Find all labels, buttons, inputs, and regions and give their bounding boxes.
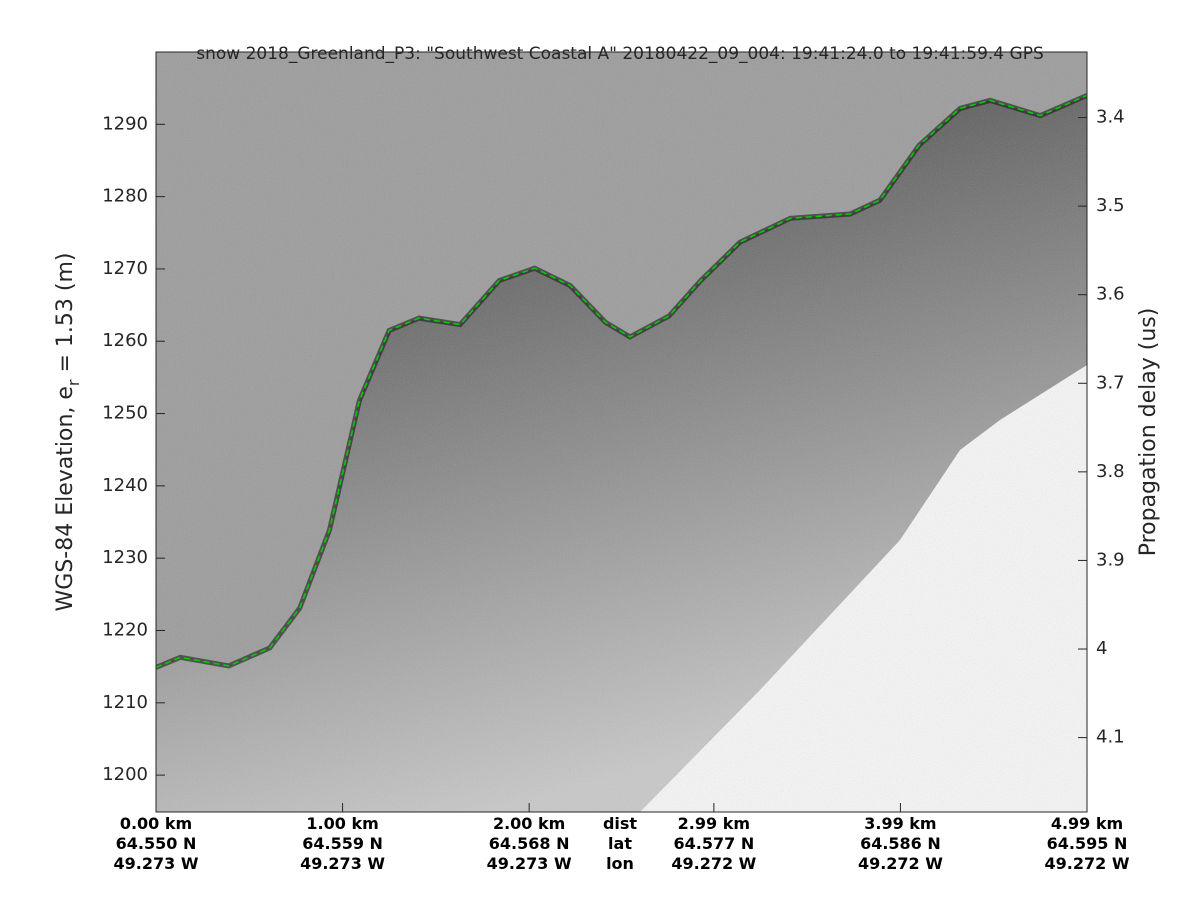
y-label-sub: r xyxy=(64,379,83,386)
y-tick-label: 1250 xyxy=(102,403,148,424)
y-tick-label: 1230 xyxy=(102,547,148,568)
y-tick-label: 1260 xyxy=(102,330,148,351)
y2-tick-label: 3.8 xyxy=(1096,461,1125,482)
x-tick-lat: 64.577 N xyxy=(674,834,755,853)
y-tick-label: 1280 xyxy=(102,186,148,207)
surface-pick xyxy=(156,94,1087,669)
y2-tick-label: 3.5 xyxy=(1096,195,1125,216)
x-tick-lon: 49.273 W xyxy=(114,854,199,873)
y2-axis-label: Propagation delay (us) xyxy=(1136,308,1161,557)
y-label-tail: = 1.53 (m) xyxy=(53,253,78,380)
x-tick-lat: 64.595 N xyxy=(1047,834,1128,853)
y-tick-label: 1290 xyxy=(102,113,148,134)
y-label-main: WGS-84 Elevation, e xyxy=(53,386,78,611)
x-tick-label: 0.00 km xyxy=(120,814,192,833)
x-tick-label: 2.99 km xyxy=(678,814,750,833)
x-tick-label: 1.00 km xyxy=(306,814,378,833)
x-tick-lon: 49.272 W xyxy=(1045,854,1130,873)
y-axis-label: WGS-84 Elevation, er = 1.53 (m) xyxy=(53,253,83,612)
x-tick-lat: 64.559 N xyxy=(302,834,383,853)
y2-tick-label: 4.1 xyxy=(1096,727,1125,748)
y-tick-label: 1200 xyxy=(102,764,148,785)
y2-tick-label: 3.6 xyxy=(1096,284,1125,305)
x-tick-lon: 49.273 W xyxy=(487,854,572,873)
x-tick-lat: 64.568 N xyxy=(489,834,570,853)
x-row-name: lon xyxy=(606,854,634,873)
y-tick-label: 1240 xyxy=(102,475,148,496)
x-row-name: dist xyxy=(603,814,637,833)
x-row-name: lat xyxy=(608,834,632,853)
speckle xyxy=(156,52,1087,812)
y-tick-label: 1270 xyxy=(102,258,148,279)
x-tick-label: 4.99 km xyxy=(1051,814,1123,833)
y-tick-label: 1210 xyxy=(102,692,148,713)
x-tick-lon: 49.273 W xyxy=(300,854,385,873)
y2-tick-label: 3.7 xyxy=(1096,372,1125,393)
y2-tick-label: 4 xyxy=(1096,638,1107,659)
plot-area xyxy=(156,52,1087,812)
chart-title: snow 2018_Greenland_P3: "Southwest Coast… xyxy=(196,44,1044,64)
x-tick-lon: 49.272 W xyxy=(858,854,943,873)
y2-tick-label: 3.4 xyxy=(1096,107,1125,128)
y2-tick-label: 3.9 xyxy=(1096,549,1125,570)
x-tick-lon: 49.272 W xyxy=(671,854,756,873)
x-tick-lat: 64.550 N xyxy=(116,834,197,853)
x-tick-label: 3.99 km xyxy=(864,814,936,833)
axes-box xyxy=(155,51,1088,813)
x-tick-lat: 64.586 N xyxy=(860,834,941,853)
x-tick-label: 2.00 km xyxy=(493,814,565,833)
y-tick-label: 1220 xyxy=(102,619,148,640)
